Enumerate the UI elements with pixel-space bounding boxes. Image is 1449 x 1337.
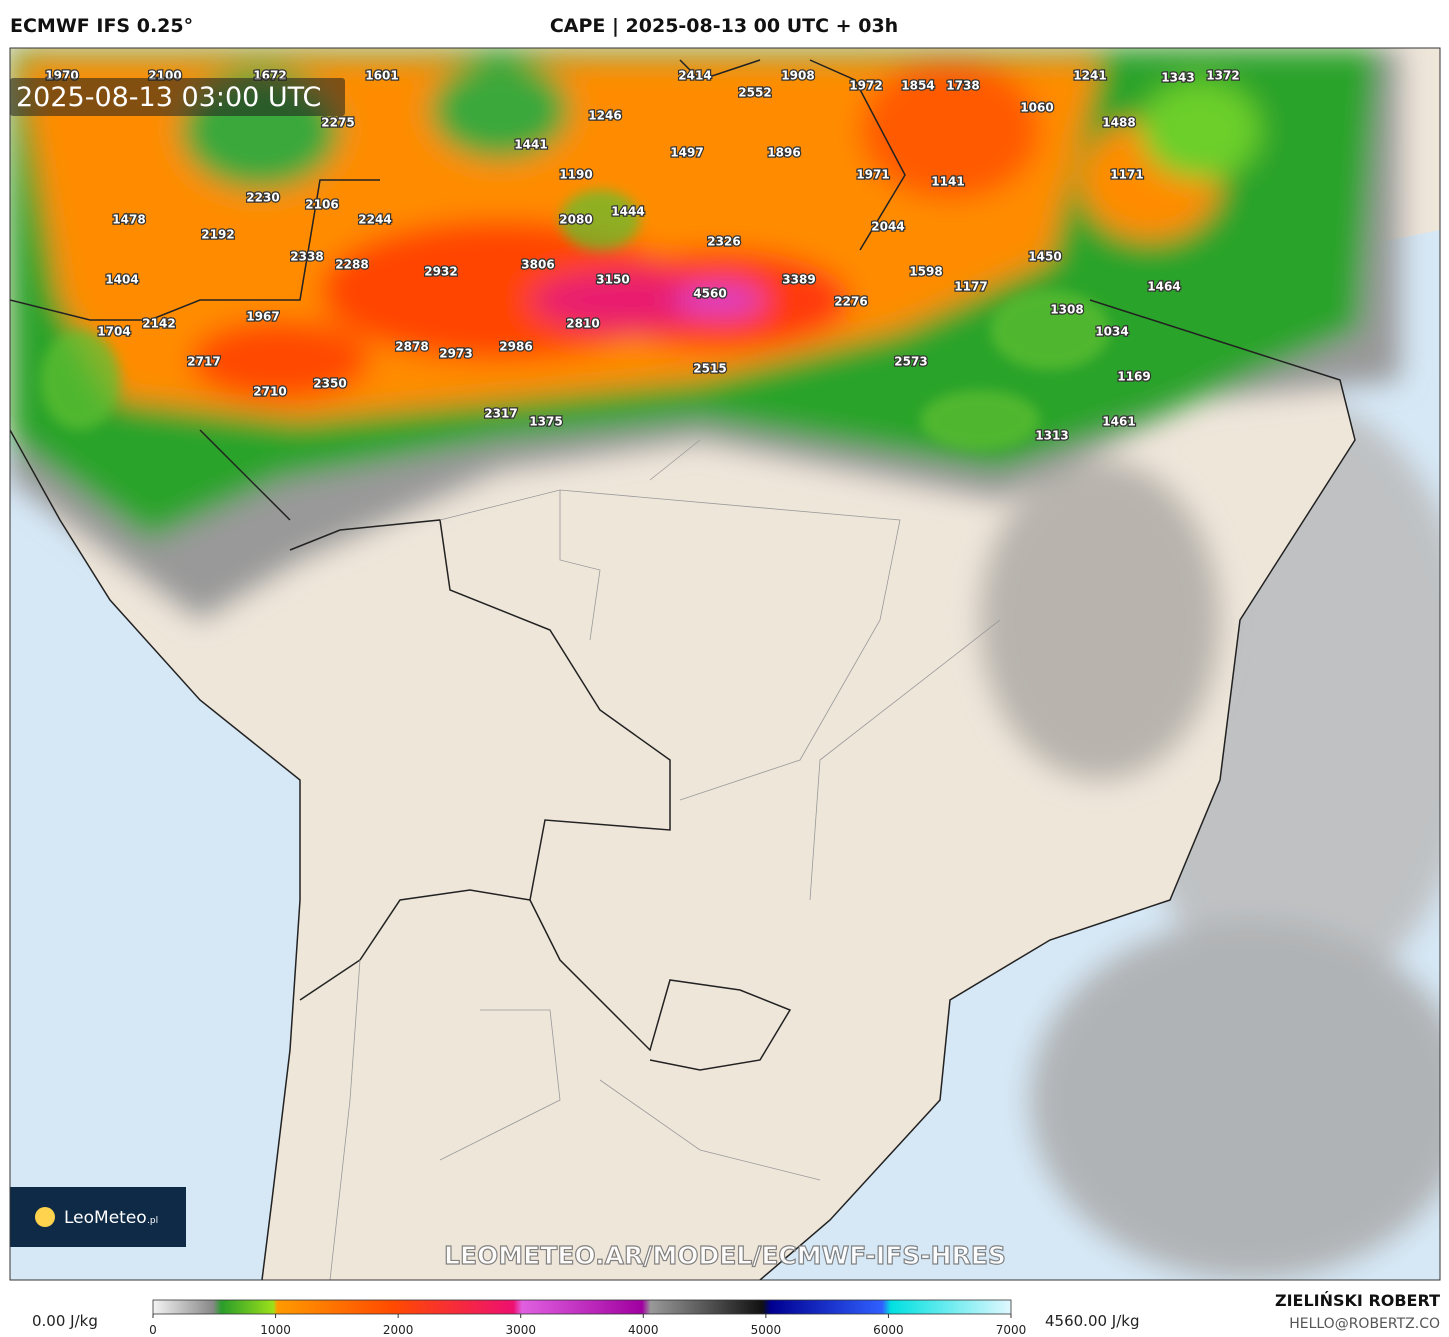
cape-label: 1190 [559,168,592,182]
cape-label: 1497 [670,146,703,160]
cape-label: 1896 [767,146,800,160]
cape-label: 1372 [1206,69,1239,83]
cape-label: 3806 [521,258,554,272]
logo-suffix: .pl [147,1216,158,1226]
colorbar-tick-label: 0 [149,1323,157,1337]
cape-label: 1971 [856,168,889,182]
cape-label: 2142 [142,317,175,331]
cape-label: 2710 [253,385,286,399]
timestamp: 2025-08-13 03:00 UTC [16,82,321,113]
cape-label: 1171 [1110,168,1143,182]
colorbar-tick-label: 2000 [383,1323,414,1337]
colorbar-tick-label: 6000 [873,1323,904,1337]
colorbar-tick-label: 7000 [996,1323,1027,1337]
cape-label: 2080 [559,213,592,227]
cape-label: 1464 [1147,280,1180,294]
cape-label: 1060 [1020,101,1053,115]
cape-label: 1601 [365,69,398,83]
cape-label: 1704 [97,325,130,339]
colorbar-tick-label: 1000 [260,1323,291,1337]
colorbar [152,1299,1012,1315]
cape-label: 1854 [901,79,934,93]
cape-label: 1450 [1028,250,1061,264]
cape-label: 2230 [246,191,279,205]
cape-label: 1313 [1035,429,1068,443]
email: HELLO@ROBERTZ.CO [1289,1316,1440,1332]
map-title: CAPE | 2025-08-13 00 UTC + 03h [550,15,898,37]
author: ZIELIŃSKI ROBERT [1275,1291,1440,1310]
cape-label: 1034 [1095,325,1128,339]
cape-label: 2288 [335,258,368,272]
model-name: ECMWF IFS 0.25° [10,15,193,37]
cape-label: 1444 [611,205,644,219]
cape-label: 2573 [894,355,927,369]
cape-label: 1169 [1117,370,1150,384]
cape-label: 2317 [484,407,517,421]
cape-label: 2244 [358,213,391,227]
cape-label: 1972 [849,79,882,93]
colorbar-tick-label: 3000 [505,1323,536,1337]
watermark: LEOMETEO.AR/MODEL/ECMWF-IFS-HRES [444,1241,1006,1270]
cape-label: 1177 [954,280,987,294]
cape-label: 1343 [1161,71,1194,85]
cape-label: 2276 [834,295,867,309]
cape-label: 1598 [909,265,942,279]
cape-label: 3389 [782,273,815,287]
colorbar-max: 4560.00 J/kg [1045,1312,1139,1330]
cape-label: 2878 [395,340,428,354]
cape-label: 2932 [424,265,457,279]
cape-label: 2810 [566,317,599,331]
cape-label: 3150 [596,273,629,287]
cape-label: 4560 [693,287,726,301]
cape-label: 2192 [201,228,234,242]
logo: LeoMeteo [64,1208,147,1228]
cape-label: 2044 [871,220,904,234]
cape-label: 1441 [514,138,547,152]
colorbar-tick-label: 4000 [628,1323,659,1337]
cape-label: 1908 [781,69,814,83]
cape-label: 2414 [678,69,711,83]
cape-label: 1308 [1050,303,1083,317]
cape-label: 2717 [187,355,220,369]
cape-label: 1246 [588,109,621,123]
cape-label: 2973 [439,347,472,361]
cape-label: 1488 [1102,116,1135,130]
cape-label: 2106 [305,198,338,212]
colorbar-tick-label: 5000 [751,1323,782,1337]
cape-label: 2350 [313,377,346,391]
cape-label: 1241 [1073,69,1106,83]
cape-label: 1478 [112,213,145,227]
cape-label: 1461 [1102,415,1135,429]
cape-label: 1375 [529,415,562,429]
cape-label: 2515 [693,362,726,376]
cape-label: 2552 [738,86,771,100]
cape-label: 2986 [499,340,532,354]
cape-label: 2275 [321,116,354,130]
cape-label: 2326 [707,235,740,249]
cape-label: 1738 [946,79,979,93]
cape-label: 1967 [246,310,279,324]
colorbar-min: 0.00 J/kg [32,1312,98,1330]
cape-label: 2338 [290,250,323,264]
cape-label: 1404 [105,273,138,287]
cape-label: 1141 [931,175,964,189]
